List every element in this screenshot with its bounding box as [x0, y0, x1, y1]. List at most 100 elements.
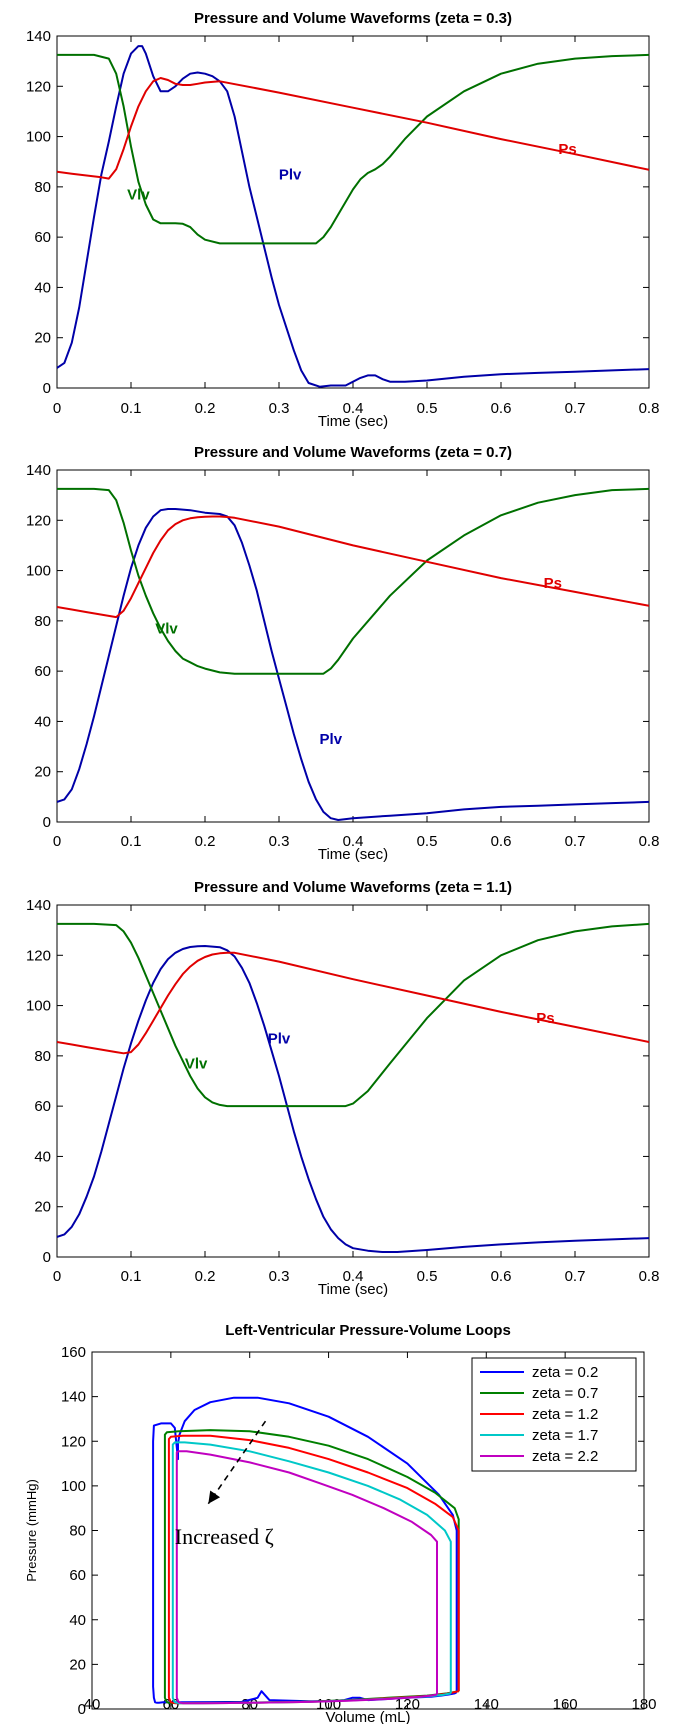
y-tick-label: 20: [34, 764, 51, 781]
x-tick-label: 0.1: [121, 1268, 142, 1285]
x-tick-label: 40: [84, 1696, 101, 1713]
y-tick-label: 20: [69, 1656, 86, 1673]
y-tick-label: 0: [78, 1701, 86, 1718]
legend-entry: zeta = 1.2: [532, 1406, 598, 1423]
y-tick-label: 80: [69, 1523, 86, 1540]
series-line-vlv: [57, 922, 649, 1108]
y-tick-label: 60: [69, 1567, 86, 1584]
y-tick-label: 100: [61, 1478, 86, 1495]
y-tick-label: 160: [61, 1344, 86, 1361]
x-tick-label: 0.2: [195, 833, 216, 850]
series-line-plv: [57, 945, 649, 1253]
series-line-ps: [57, 515, 649, 619]
legend-entry: zeta = 0.2: [532, 1364, 598, 1381]
x-tick-label: 0.4: [343, 400, 364, 417]
legend: zeta = 0.2 zeta = 0.7 zeta = 1.2 zeta = 1.7…: [471, 1357, 637, 1472]
x-tick-label: 0.5: [417, 833, 438, 850]
y-tick-label: 100: [26, 563, 51, 580]
y-tick-label: 0: [43, 1249, 51, 1266]
x-tick-label: 0.3: [269, 1268, 290, 1285]
y-tick-label: 140: [26, 462, 51, 479]
series-label-ps: Ps: [544, 575, 562, 592]
axes-frame: [56, 35, 650, 389]
y-tick-label: 20: [34, 330, 51, 347]
y-tick-label: 40: [34, 279, 51, 296]
chart-panel-1: Pressure and Volume Waveforms (zeta = 0.…: [26, 10, 659, 430]
x-axis-label: Time (sec): [318, 846, 388, 863]
annotation-text: Increased ζ: [175, 1524, 274, 1549]
x-tick-label: 0.3: [269, 400, 290, 417]
x-tick-label: 0.6: [491, 833, 512, 850]
x-tick-label: 0.1: [121, 833, 142, 850]
x-tick-label: 0: [53, 1268, 61, 1285]
x-tick-label: 0.3: [269, 833, 290, 850]
x-tick-label: 0: [53, 400, 61, 417]
y-tick-label: 0: [43, 380, 51, 397]
y-tick-label: 0: [43, 814, 51, 831]
chart-title: Pressure and Volume Waveforms (zeta = 1.…: [194, 879, 512, 896]
y-tick-label: 20: [34, 1199, 51, 1216]
x-tick-label: 0.4: [343, 833, 364, 850]
y-tick-label: 60: [34, 663, 51, 680]
x-tick-label: 0.1: [121, 400, 142, 417]
series-label-plv: Plv: [268, 1030, 291, 1047]
legend-entry: zeta = 1.7: [532, 1427, 598, 1444]
series-line-zeta-2-2: [175, 1450, 438, 1705]
y-tick-label: 60: [34, 229, 51, 246]
x-axis-label: Time (sec): [318, 413, 388, 430]
y-tick-label: 40: [34, 713, 51, 730]
series-line-vlv: [57, 53, 649, 245]
x-tick-label: 0: [53, 833, 61, 850]
x-tick-label: 0.2: [195, 1268, 216, 1285]
y-tick-label: 100: [26, 129, 51, 146]
y-tick-label: 80: [34, 179, 51, 196]
series-line-plv: [57, 45, 649, 388]
series-line-zeta-1-2: [167, 1434, 460, 1705]
x-tick-label: 0.6: [491, 1268, 512, 1285]
x-tick-label: 160: [553, 1696, 578, 1713]
chart-title: Pressure and Volume Waveforms (zeta = 0.…: [194, 444, 512, 461]
x-tick-label: 0.4: [343, 1268, 364, 1285]
series-line-ps: [57, 77, 649, 180]
y-tick-label: 120: [26, 78, 51, 95]
chart-title: Left-Ventricular Pressure-Volume Loops: [225, 1322, 511, 1339]
y-tick-label: 140: [26, 28, 51, 45]
chart-panel-2: Pressure and Volume Waveforms (zeta = 0.…: [26, 444, 659, 863]
series-line-ps: [57, 951, 649, 1055]
series-label-vlv: Vlv: [185, 1055, 208, 1072]
y-tick-label: 120: [61, 1433, 86, 1450]
series-label-ps: Ps: [558, 141, 576, 158]
series-label-plv: Plv: [279, 166, 302, 183]
annotation-arrowhead: [208, 1490, 221, 1504]
series-label-ps: Ps: [536, 1010, 554, 1027]
x-axis-label: Volume (mL): [325, 1709, 410, 1724]
series-line-vlv: [57, 487, 649, 675]
x-tick-label: 0.8: [639, 1268, 660, 1285]
x-tick-label: 0.7: [565, 400, 586, 417]
y-tick-label: 40: [69, 1612, 86, 1629]
y-tick-label: 120: [26, 947, 51, 964]
series-label-plv: Plv: [320, 731, 343, 748]
series-label-vlv: Vlv: [127, 186, 150, 203]
x-tick-label: 0.7: [565, 1268, 586, 1285]
x-tick-label: 180: [631, 1696, 656, 1713]
y-tick-label: 140: [26, 897, 51, 914]
y-tick-label: 40: [34, 1148, 51, 1165]
legend-box: [471, 1357, 637, 1472]
axes-frame: [56, 469, 650, 823]
x-tick-label: 0.5: [417, 1268, 438, 1285]
y-tick-label: 120: [26, 512, 51, 529]
x-tick-label: 140: [474, 1696, 499, 1713]
y-tick-label: 80: [34, 1048, 51, 1065]
legend-entry: zeta = 0.7: [532, 1385, 598, 1402]
x-tick-label: 0.5: [417, 400, 438, 417]
chart-panel-3: Pressure and Volume Waveforms (zeta = 1.…: [26, 879, 659, 1298]
legend-entry: zeta = 2.2: [532, 1448, 598, 1465]
x-tick-label: 0.8: [639, 833, 660, 850]
series-label-vlv: Vlv: [155, 620, 178, 637]
y-tick-label: 100: [26, 998, 51, 1015]
axes-frame: [56, 904, 650, 1258]
y-tick-label: 60: [34, 1098, 51, 1115]
y-tick-label: 80: [34, 613, 51, 630]
